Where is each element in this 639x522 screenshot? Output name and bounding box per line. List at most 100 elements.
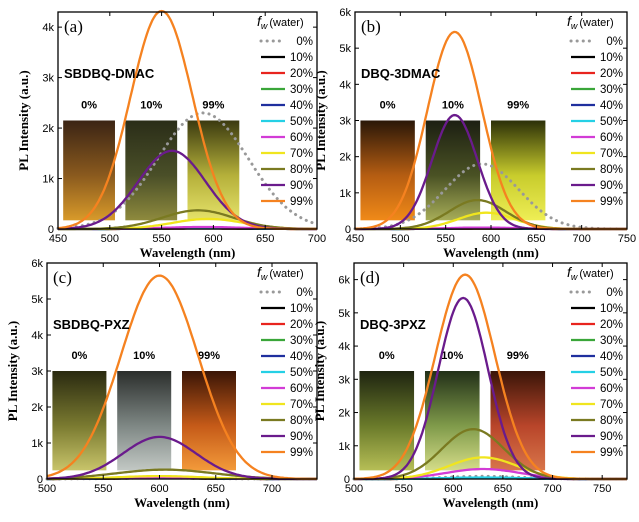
x-axis-title: Wavelength (nm) xyxy=(140,245,236,260)
legend-entry: 70% xyxy=(290,399,313,411)
legend-entry: 50% xyxy=(290,367,313,379)
x-tick-label: 700 xyxy=(263,483,281,495)
x-tick-label: 550 xyxy=(436,233,454,245)
y-tick-label: 6k xyxy=(339,7,351,19)
legend-entry: 0% xyxy=(606,36,623,48)
x-tick-label: 550 xyxy=(152,233,170,245)
legend-entry: 50% xyxy=(290,116,313,128)
x-tick-label: 550 xyxy=(94,483,112,495)
legend-entry: 99% xyxy=(600,196,623,208)
legend-entry: 60% xyxy=(290,383,313,395)
vial-photos: 0%10%99% xyxy=(52,350,236,470)
y-tick-label: 5k xyxy=(31,294,43,306)
vial-label: 10% xyxy=(133,350,155,362)
y-tick-label: 4k xyxy=(31,330,43,342)
legend-entry: 30% xyxy=(600,84,623,96)
legend-entry: 0% xyxy=(296,36,313,48)
y-tick-label: 5k xyxy=(339,43,351,55)
legend-entry: 90% xyxy=(290,180,313,192)
legend-entry: 50% xyxy=(600,367,623,379)
y-tick-label: 0 xyxy=(345,224,351,236)
x-tick-label: 700 xyxy=(572,233,590,245)
legend-entry: 20% xyxy=(600,319,623,331)
x-tick-label: 550 xyxy=(394,483,412,495)
compound-name: SBDBQ-DMAC xyxy=(64,66,155,81)
x-tick-label: 500 xyxy=(101,233,119,245)
x-tick-label: 700 xyxy=(308,233,326,245)
vial-label: 99% xyxy=(507,350,529,362)
x-tick-label: 500 xyxy=(391,233,409,245)
y-tick-label: 2k xyxy=(338,408,350,420)
legend-entry: 99% xyxy=(290,196,313,208)
legend-entry: 90% xyxy=(600,431,623,443)
vial-photos: 0%10%99% xyxy=(63,100,239,221)
y-tick-label: 4k xyxy=(338,341,350,353)
y-tick-label: 5k xyxy=(338,308,350,320)
panel-label: (b) xyxy=(361,17,381,36)
legend-entry: 90% xyxy=(600,180,623,192)
x-tick-label: 650 xyxy=(207,483,225,495)
x-tick-label: 750 xyxy=(618,233,636,245)
y-axis-title: PL Intensity (a.u.) xyxy=(5,321,20,421)
x-axis-title: Wavelength (nm) xyxy=(134,495,230,510)
vial-photo xyxy=(188,121,240,221)
y-tick-label: 1k xyxy=(42,174,54,186)
vial-label: 10% xyxy=(441,350,463,362)
legend-entry: 10% xyxy=(290,52,313,64)
x-tick-label: 650 xyxy=(494,483,512,495)
vial-label: 0% xyxy=(380,100,396,112)
vial-label: 99% xyxy=(198,350,220,362)
legend-entry: 70% xyxy=(600,399,623,411)
y-tick-label: 0 xyxy=(37,474,43,486)
x-tick-label: 650 xyxy=(256,233,274,245)
y-tick-label: 1k xyxy=(338,441,350,453)
vial-photo xyxy=(63,121,115,221)
legend-entry: 20% xyxy=(290,68,313,80)
vial-label: 99% xyxy=(507,100,529,112)
legend-entry: 80% xyxy=(600,164,623,176)
vial-photo xyxy=(117,371,171,470)
y-tick-label: 0 xyxy=(48,224,54,236)
legend-entry: 80% xyxy=(290,164,313,176)
legend-title: fw(water) xyxy=(257,13,304,31)
legend-entry: 60% xyxy=(600,383,623,395)
vial-label: 0% xyxy=(379,350,395,362)
y-tick-label: 3k xyxy=(339,116,351,128)
x-tick-label: 600 xyxy=(444,483,462,495)
y-tick-label: 3k xyxy=(31,366,43,378)
legend: fw(water) 0% 10% 20% 30% 40% 50% 60% 70% 80% 90% 99… xyxy=(257,13,313,208)
legend-entry: 20% xyxy=(290,319,313,331)
legend-entry: 70% xyxy=(290,148,313,160)
legend-entry: 20% xyxy=(600,68,623,80)
vial-label: 10% xyxy=(140,100,162,112)
y-tick-label: 3k xyxy=(338,374,350,386)
panel-label: (a) xyxy=(64,17,83,36)
panel-label: (d) xyxy=(360,268,380,287)
legend-entry: 40% xyxy=(290,100,313,112)
x-tick-label: 750 xyxy=(593,483,611,495)
y-tick-label: 2k xyxy=(31,402,43,414)
vial-photos: 0%10%99% xyxy=(360,100,545,221)
legend-title: fw(water) xyxy=(567,13,614,31)
vial-photo xyxy=(426,121,480,221)
legend-entry: 80% xyxy=(290,415,313,427)
y-tick-label: 0 xyxy=(344,474,350,486)
legend-entry: 30% xyxy=(290,84,313,96)
panel-label: (c) xyxy=(53,268,72,287)
legend-entry: 60% xyxy=(290,132,313,144)
x-tick-label: 600 xyxy=(204,233,222,245)
y-axis-title: PL Intensity (a.u.) xyxy=(16,70,31,170)
x-tick-label: 650 xyxy=(527,233,545,245)
compound-name: DBQ-3DMAC xyxy=(361,66,441,81)
x-tick-label: 600 xyxy=(150,483,168,495)
legend-entry: 40% xyxy=(600,100,623,112)
y-tick-label: 6k xyxy=(31,258,43,270)
compound-name: SBDBQ-PXZ xyxy=(53,317,130,332)
vial-photo xyxy=(425,371,480,470)
vial-label: 99% xyxy=(202,100,224,112)
legend-entry: 50% xyxy=(600,116,623,128)
legend-entry: 10% xyxy=(600,303,623,315)
legend-entry: 30% xyxy=(600,335,623,347)
